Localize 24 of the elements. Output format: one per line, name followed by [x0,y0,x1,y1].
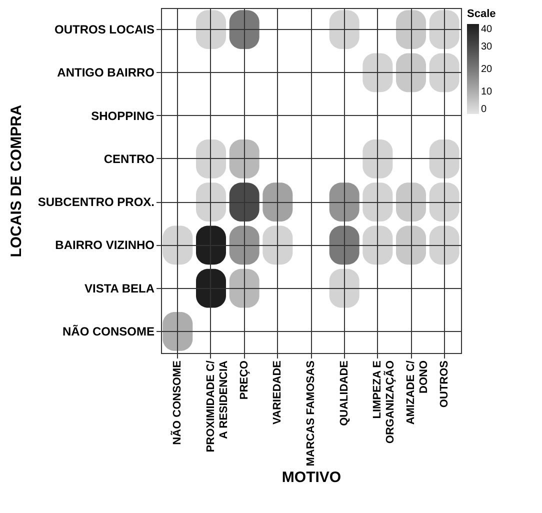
color-bar-label: 0 [481,104,487,115]
y-tick-label: VISTA BELA [84,281,155,296]
y-tick-label: ANTIGO BAIRRO [57,66,154,80]
y-tick-label: SUBCENTRO PROX. [38,195,154,210]
y-tick-label: BAIRRO VIZINHO [55,238,154,252]
x-tick-label: OUTROS [438,360,450,408]
y-axis-title: LOCAIS DE COMPRA [8,104,25,258]
y-tick-label: NÃO CONSOME [62,324,154,338]
y-tick-label: CENTRO [104,152,154,166]
y-tick-label: OUTROS LOCAIS [54,22,154,37]
legend-title: Scale [467,8,496,20]
y-tick-label: SHOPPING [91,108,154,123]
x-tick-label: AMIZADE C/ DONO [405,360,430,425]
color-bar-label: 30 [481,42,493,52]
x-tick-label: PREÇO [238,360,250,400]
x-tick-label: MARCAS FAMOSAS [305,360,317,466]
x-tick-label: LIMPEZA E ORGANIZAÇÃO [372,360,397,444]
color-bar-label: 40 [481,24,493,35]
x-tick-label: VARIEDADE [272,360,284,424]
x-axis-title: MOTIVO [282,469,342,486]
x-tick-label: PROXIMIDADE C/ A RESIDENCIA [205,360,230,452]
color-bar-label: 10 [481,86,493,98]
color-bar-label: 20 [481,64,493,75]
x-tick-label: QUALIDADE [338,360,350,426]
